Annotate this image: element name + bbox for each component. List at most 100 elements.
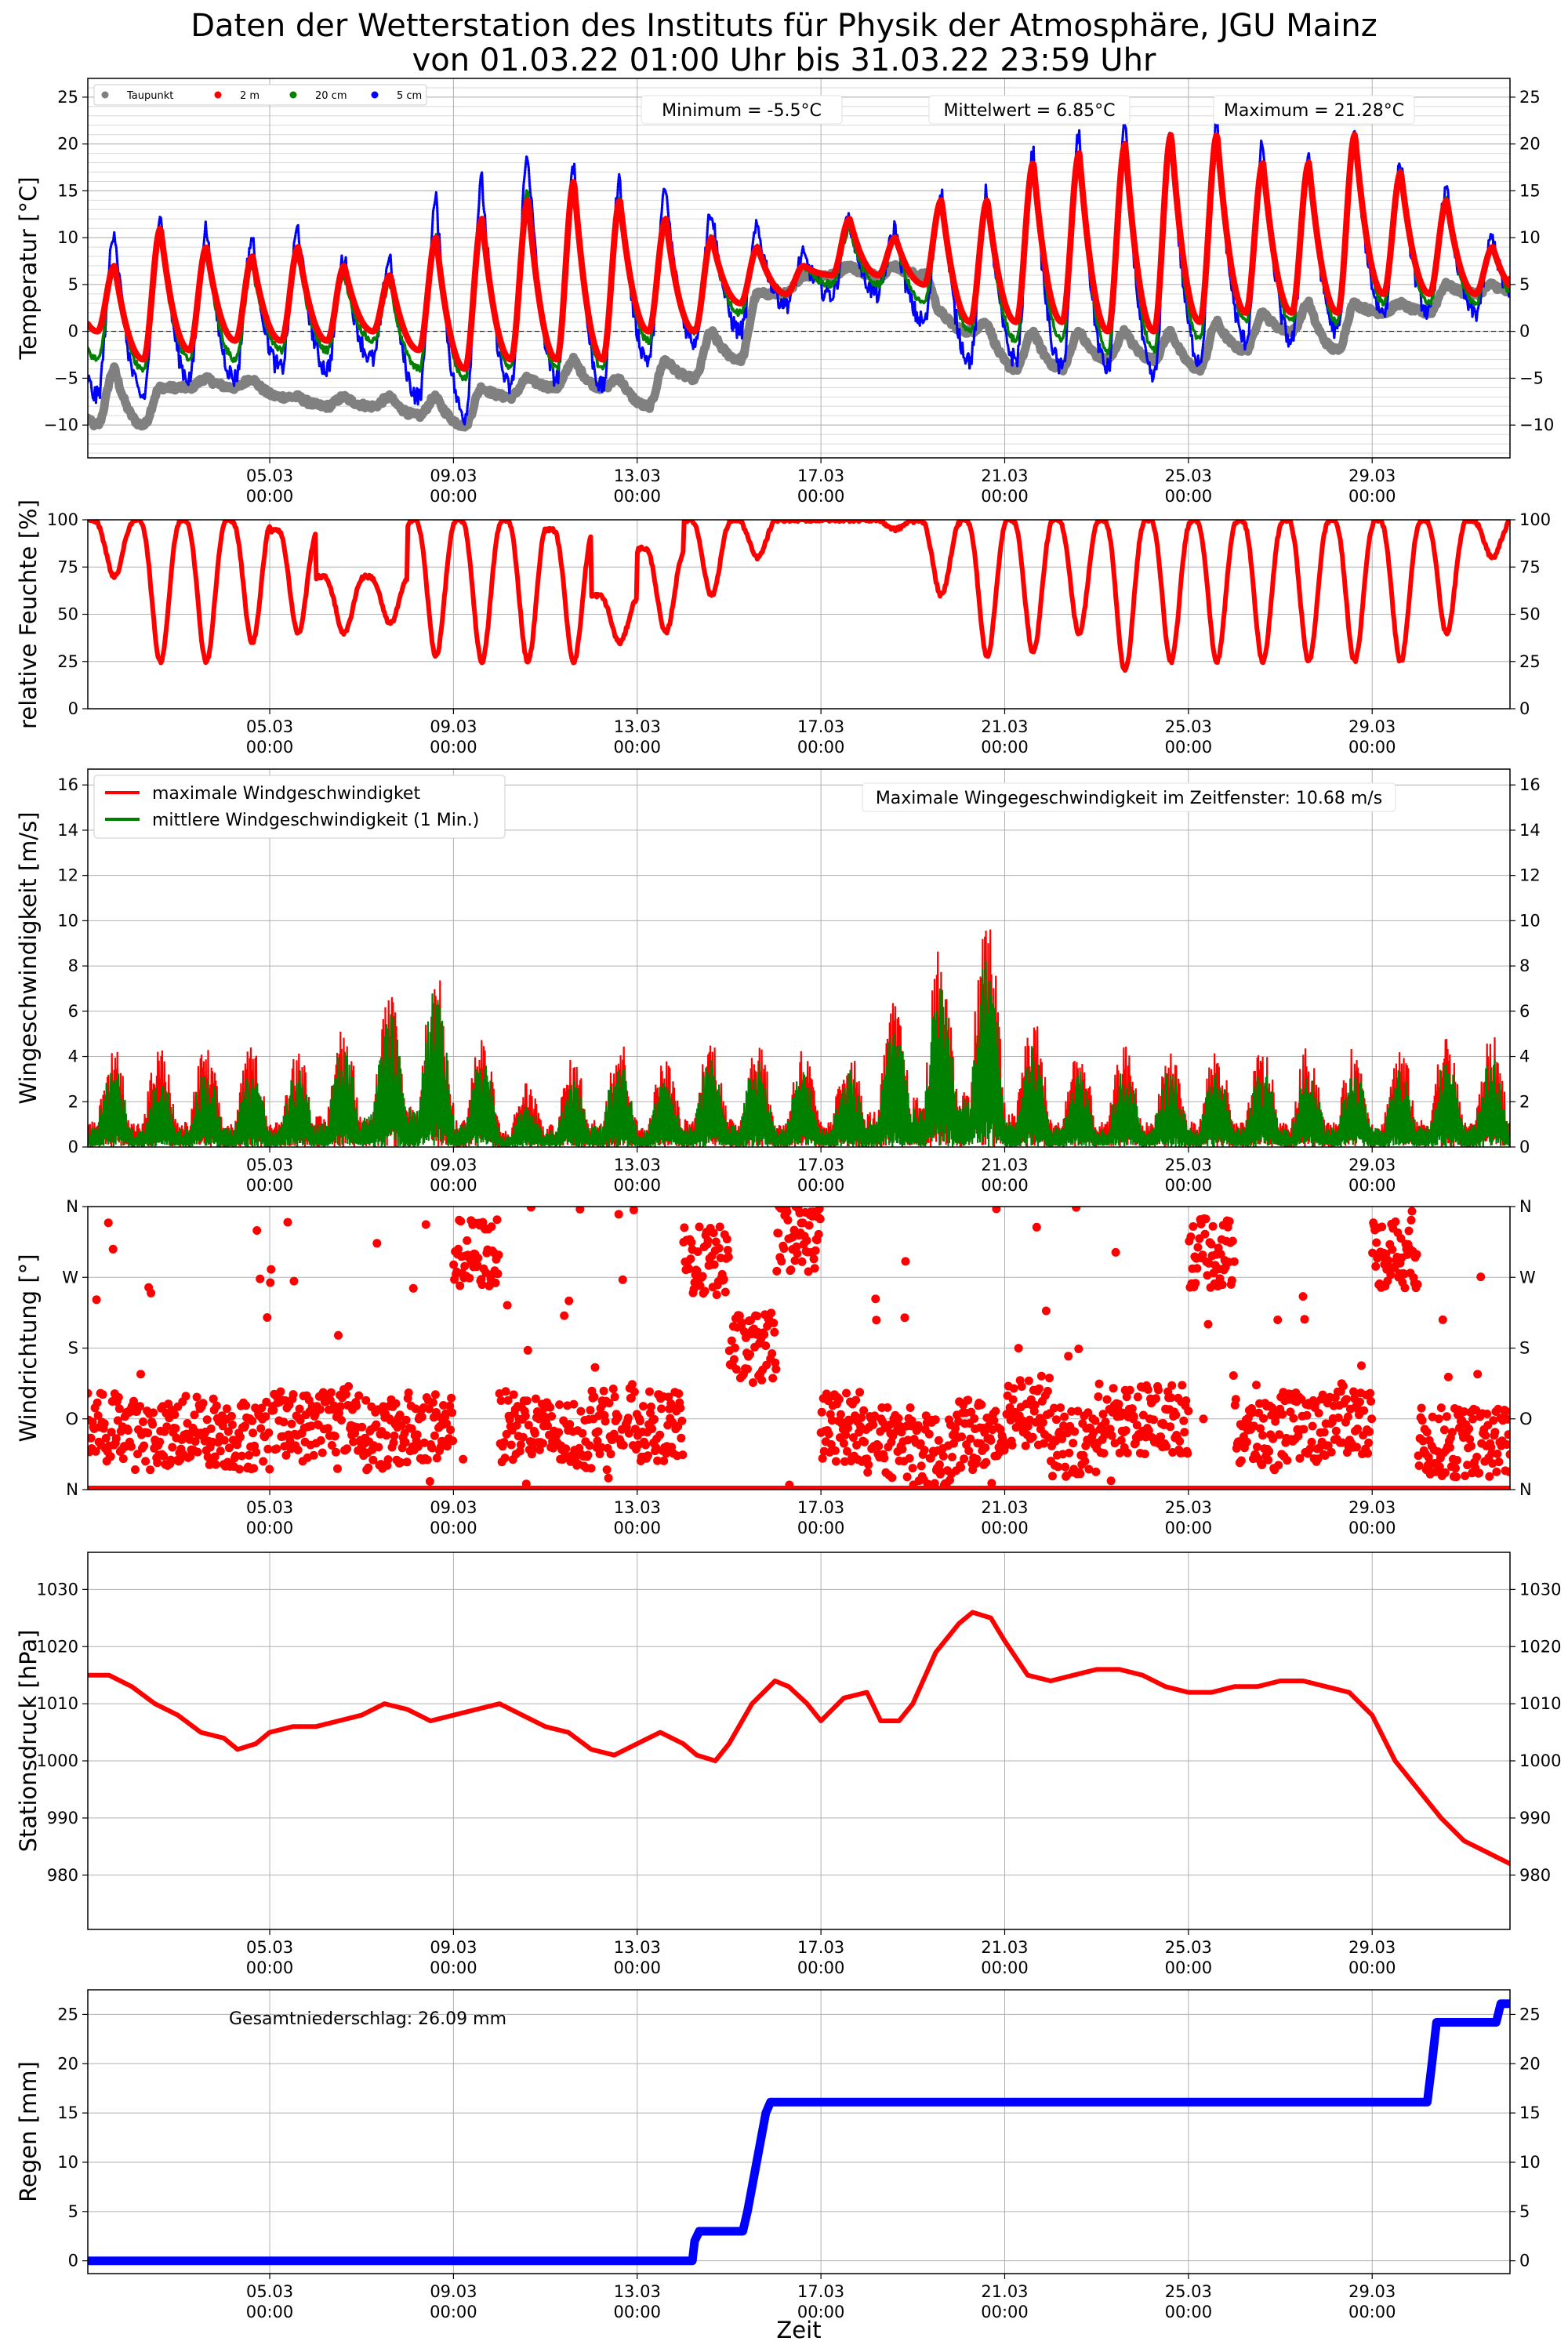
wind-dir-point xyxy=(1228,1236,1237,1246)
y-tick-label-right: 1010 xyxy=(1519,1694,1561,1713)
wind-dir-point xyxy=(1043,1386,1052,1396)
wind-dir-point xyxy=(627,1380,637,1389)
wind-dir-point xyxy=(396,1457,405,1467)
wind-dir-point xyxy=(501,1387,510,1396)
wind-dir-point xyxy=(1352,1443,1361,1452)
wind-dir-point xyxy=(295,1404,304,1414)
wind-dir-point xyxy=(1485,1472,1494,1481)
wind-dir-point xyxy=(334,1330,343,1340)
wind-dir-point xyxy=(289,1276,299,1286)
wind-dir-point xyxy=(522,1396,532,1406)
wind-dir-point xyxy=(593,1427,603,1436)
wind-dir-point xyxy=(1050,1403,1058,1413)
legend-marker-t20 xyxy=(289,91,297,99)
x-tick-label-time: 00:00 xyxy=(981,738,1029,757)
y-tick-label-left: 10 xyxy=(57,2153,78,2172)
y-tick-label-left: 0 xyxy=(68,322,78,341)
wind-dir-point xyxy=(1091,1467,1101,1476)
wind-dir-point xyxy=(659,1456,669,1465)
wind-dir-point xyxy=(235,1465,244,1474)
y-tick-label-right: −10 xyxy=(1519,416,1554,434)
y-tick-label-left: 50 xyxy=(57,605,78,624)
wind-dir-point xyxy=(964,1446,974,1455)
wind-dir-point xyxy=(674,1389,684,1399)
wind-dir-point xyxy=(206,1424,216,1433)
wind-dir-point xyxy=(916,1461,926,1471)
wind-dir-point xyxy=(802,1236,811,1245)
wind-dir-point xyxy=(382,1431,391,1440)
legend-label-wmax: maximale Windgeschwindigket xyxy=(152,784,420,804)
wind-dir-point xyxy=(1198,1250,1207,1260)
wind-dir-point xyxy=(695,1222,704,1232)
wind-dir-point xyxy=(1412,1250,1421,1259)
wind-dir-point xyxy=(774,1229,783,1238)
wind-dir-point xyxy=(1359,1406,1369,1415)
wind-dir-point xyxy=(1494,1404,1503,1414)
wind-dir-point xyxy=(252,1226,262,1235)
wind-dir-point xyxy=(1191,1279,1200,1288)
wind-dir-point xyxy=(1417,1416,1427,1425)
wind-dir-point xyxy=(224,1443,234,1453)
wind-dir-point xyxy=(905,1454,914,1463)
x-tick-label-time: 00:00 xyxy=(1165,1176,1213,1195)
wind-dir-point xyxy=(645,1387,654,1396)
wind-dir-point xyxy=(107,1428,116,1437)
wind-dir-point xyxy=(1417,1403,1426,1413)
y-tick-label-left: 0 xyxy=(68,2252,78,2270)
wind-dir-point xyxy=(1127,1404,1137,1414)
wind-dir-point xyxy=(585,1441,594,1450)
wind-dir-point xyxy=(1265,1446,1274,1456)
wind-dir-point xyxy=(737,1318,746,1327)
x-tick-label-time: 00:00 xyxy=(246,2303,294,2321)
wind-dir-point xyxy=(257,1403,267,1413)
wind-dir-point xyxy=(220,1436,229,1445)
wind-dir-point xyxy=(256,1274,265,1283)
wind-dir-point xyxy=(126,1442,136,1451)
y-tick-label-right: 8 xyxy=(1519,956,1530,975)
y-tick-label-right: 980 xyxy=(1519,1866,1551,1885)
wind-dir-point xyxy=(1356,1397,1364,1406)
wind-dir-point xyxy=(1102,1395,1112,1404)
wind-dir-point xyxy=(1186,1232,1196,1241)
wind-dir-point xyxy=(531,1394,540,1403)
wind-dir-point xyxy=(460,1261,470,1271)
wind-dir-point xyxy=(212,1401,221,1410)
wind-dir-point xyxy=(389,1438,398,1447)
wind-dir-point xyxy=(714,1243,724,1253)
y-tick-label-right: S xyxy=(1519,1339,1530,1358)
wind-dir-point xyxy=(147,1288,156,1298)
series-dew xyxy=(88,260,1510,432)
y-tick-label-left: W xyxy=(62,1268,78,1287)
wind-dir-point xyxy=(118,1454,128,1464)
wind-dir-point xyxy=(101,1433,111,1443)
wind-dir-point xyxy=(1114,1399,1123,1409)
wind-dir-point xyxy=(964,1396,973,1405)
wind-dir-point xyxy=(1036,1371,1046,1381)
wind-dir-point xyxy=(779,1244,789,1253)
wind-dir-point xyxy=(430,1431,439,1440)
wind-dir-point xyxy=(276,1387,285,1396)
wind-dir-point xyxy=(1331,1426,1341,1436)
wind-dir-point xyxy=(364,1463,373,1472)
wind-dir-point xyxy=(1476,1272,1486,1282)
wind-dir-point xyxy=(554,1428,564,1437)
wind-dir-point xyxy=(977,1400,986,1410)
y-tick-label-right: 4 xyxy=(1519,1047,1530,1066)
y-tick-label-left: 20 xyxy=(57,135,78,154)
y-tick-label-left: N xyxy=(66,1480,78,1499)
wind-dir-point xyxy=(523,1345,532,1355)
x-tick-label-time: 00:00 xyxy=(797,1958,845,1977)
wind-dir-point xyxy=(113,1416,122,1425)
wind-dir-point xyxy=(863,1468,873,1477)
wind-dir-point xyxy=(972,1454,982,1464)
wind-dir-point xyxy=(412,1430,422,1439)
x-tick-label-time: 00:00 xyxy=(246,487,294,506)
wind-dir-point xyxy=(1107,1431,1116,1440)
wind-dir-point xyxy=(746,1350,754,1359)
wind-dir-point xyxy=(677,1433,686,1443)
x-tick-label-time: 00:00 xyxy=(1348,2303,1396,2321)
wind-dir-point xyxy=(190,1410,199,1420)
x-tick-label-date: 17.03 xyxy=(797,1156,844,1174)
wind-dir-point xyxy=(1475,1468,1484,1478)
wind-dir-point xyxy=(439,1401,448,1410)
